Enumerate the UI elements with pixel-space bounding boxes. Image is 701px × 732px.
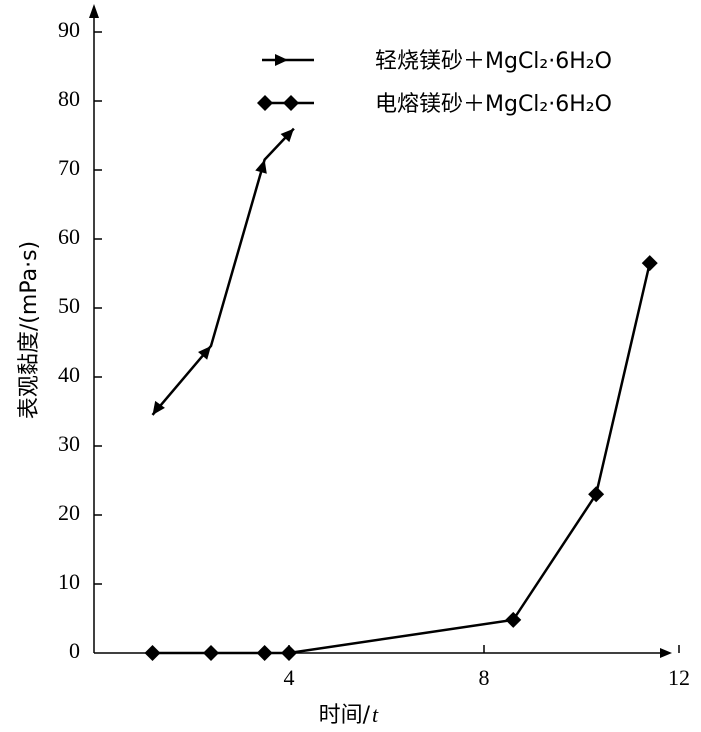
data-point-arrow (280, 128, 294, 143)
series-lines (151, 127, 651, 655)
y-tick-label: 30 (58, 431, 80, 456)
legend: 轻烧镁砂＋MgCl₂·6H₂O 电熔镁砂＋MgCl₂·6H₂O (257, 49, 612, 117)
series-line-1 (151, 127, 295, 416)
y-tick-label: 0 (69, 638, 80, 663)
y-axis-title: 表观黏度/(mPa·s) (17, 241, 42, 419)
data-point-diamond (203, 645, 219, 661)
y-tick-label: 70 (58, 155, 80, 180)
data-point-diamond (144, 645, 161, 661)
y-tick-label: 60 (58, 224, 80, 249)
x-tick-label: 8 (479, 665, 490, 690)
x-axis-arrowhead (660, 648, 672, 658)
legend-marker-arrow (275, 54, 288, 66)
y-tick-label: 80 (58, 86, 80, 111)
data-point-arrow (255, 159, 267, 174)
series-markers (144, 128, 658, 661)
x-axis-title: 时间/ (319, 703, 371, 728)
y-tick-label: 50 (58, 293, 80, 318)
y-tick-label: 10 (58, 569, 80, 594)
y-tick-label: 90 (58, 17, 80, 42)
data-point-arrow (152, 400, 165, 415)
y-tick-label: 20 (58, 500, 80, 525)
data-point-diamond (641, 255, 658, 272)
plot-area: 0 10 20 30 40 50 60 70 80 90 4 8 12 (58, 4, 690, 690)
data-point-diamond (505, 611, 522, 628)
legend-label-2: 电熔镁砂＋MgCl₂·6H₂O (375, 92, 612, 117)
x-tick-label: 12 (668, 665, 690, 690)
data-point-diamond (256, 645, 273, 661)
data-point-arrow (198, 345, 211, 360)
ticks: 0 10 20 30 40 50 60 70 80 90 4 8 12 (58, 17, 690, 690)
data-point-diamond (281, 645, 297, 661)
y-axis-arrowhead (89, 4, 99, 18)
y-tick-label: 40 (58, 362, 80, 387)
legend-marker-diamond (257, 95, 273, 111)
series-line-2 (152, 262, 651, 655)
data-point-diamond (588, 486, 605, 503)
legend-label-1: 轻烧镁砂＋MgCl₂·6H₂O (375, 49, 612, 74)
x-tick-label: 4 (284, 665, 295, 690)
legend-marker-diamond (283, 95, 299, 111)
x-axis-title-variable: t (372, 702, 379, 727)
